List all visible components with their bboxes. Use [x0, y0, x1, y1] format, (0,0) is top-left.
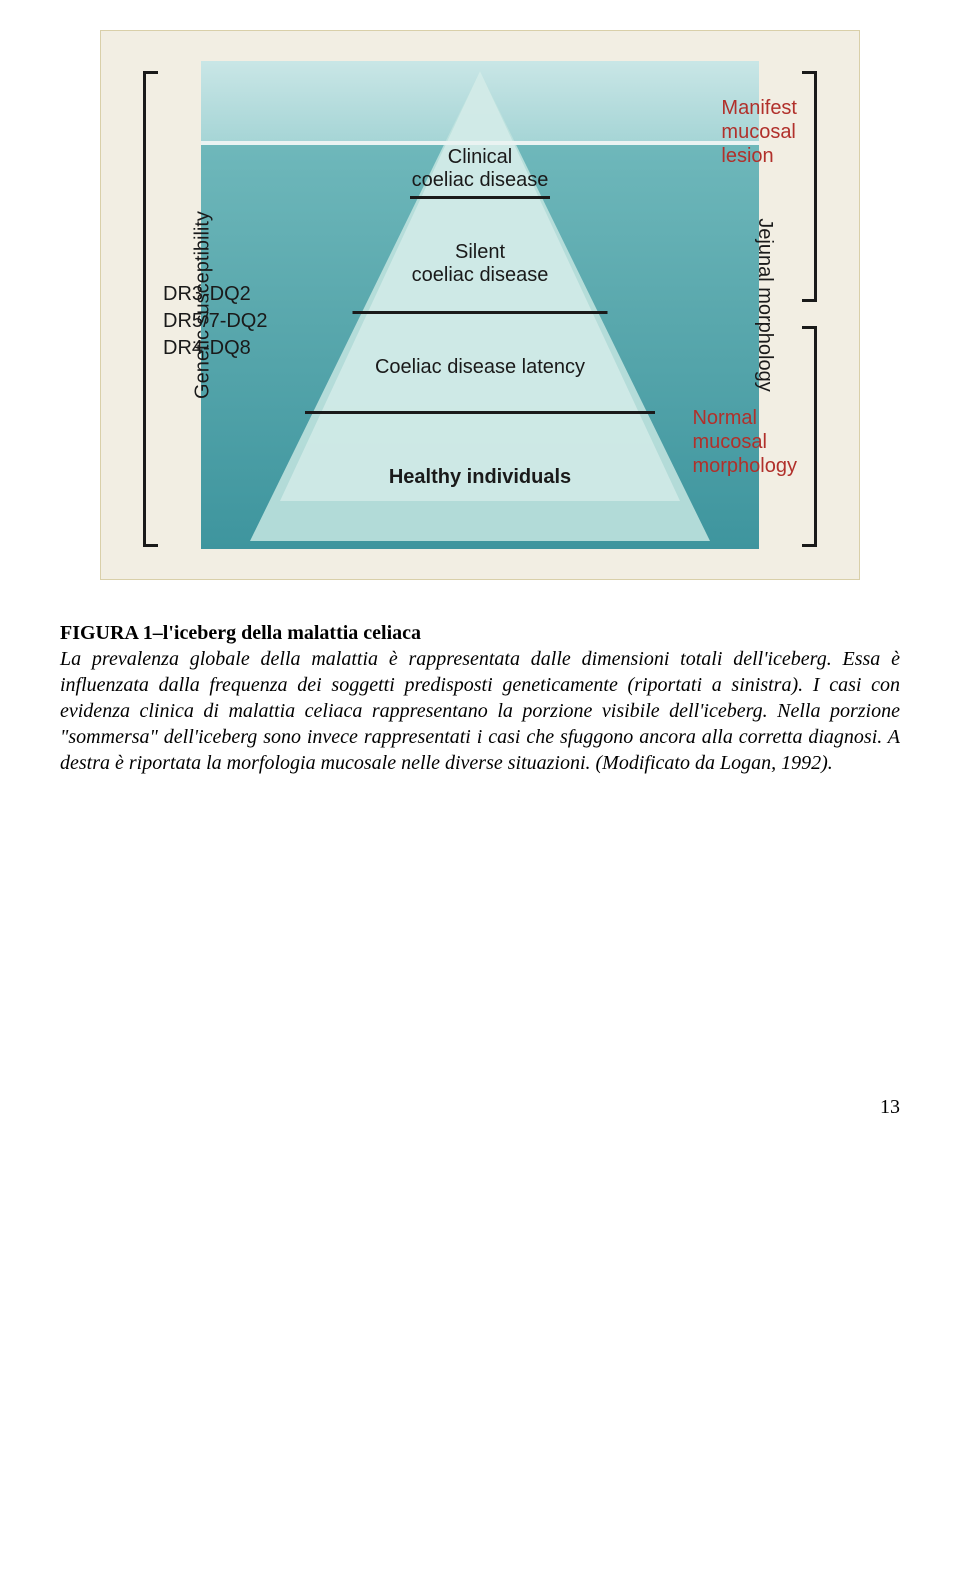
layer-latency: Coeliac disease latency: [375, 356, 585, 379]
page-number: 13: [60, 1096, 900, 1119]
layer-divider: [353, 311, 608, 314]
layer-clinical: Clinicalcoeliac disease: [412, 146, 549, 192]
iceberg-diagram: Genetic susceptibility Jejunal morpholog…: [100, 30, 860, 580]
figure-container: Genetic susceptibility Jejunal morpholog…: [60, 30, 900, 580]
left-bracket: [143, 71, 158, 547]
layer-divider: [410, 196, 550, 199]
caption-title: FIGURA 1–l'iceberg della malattia celiac…: [60, 622, 421, 644]
genetic-marker: DR3-DQ2: [163, 281, 267, 308]
waterline: [201, 141, 759, 145]
figure-caption: FIGURA 1–l'iceberg della malattia celiac…: [60, 620, 900, 776]
genetic-marker: DR4-DQ8: [163, 335, 267, 362]
right-top-bracket: [802, 71, 817, 302]
page: Genetic susceptibility Jejunal morpholog…: [0, 0, 960, 1159]
genetic-marker-list: DR3-DQ2 DR5/7-DQ2 DR4-DQ8: [163, 281, 267, 362]
right-top-label: Manifestmucosallesion: [721, 96, 797, 168]
right-axis-label: Jejunal morphology: [753, 218, 776, 391]
right-bottom-bracket: [802, 326, 817, 547]
genetic-marker: DR5/7-DQ2: [163, 308, 267, 335]
layer-divider: [305, 411, 655, 414]
right-bottom-label: Normalmucosalmorphology: [692, 406, 797, 478]
layer-healthy: Healthy individuals: [389, 466, 571, 489]
layer-silent: Silentcoeliac disease: [412, 241, 549, 287]
caption-body: La prevalenza globale della malattia è r…: [60, 648, 900, 774]
